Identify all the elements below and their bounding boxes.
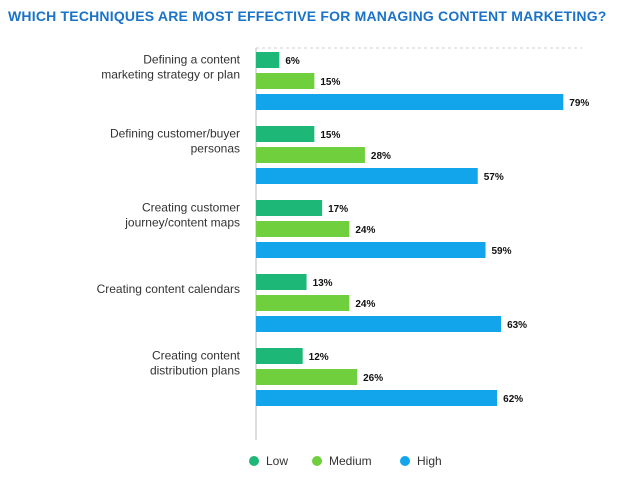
- category-label: marketing strategy or plan: [101, 68, 240, 82]
- chart-title: WHICH TECHNIQUES ARE MOST EFFECTIVE FOR …: [8, 8, 607, 24]
- value-label: 17%: [328, 204, 348, 215]
- bar-medium-1: [256, 147, 365, 163]
- value-label: 6%: [285, 56, 300, 67]
- category-label: personas: [191, 142, 240, 156]
- bar-low-2: [256, 200, 323, 216]
- value-label: 12%: [309, 352, 329, 363]
- value-label: 62%: [503, 394, 523, 405]
- category-label: Creating customer: [142, 201, 240, 215]
- bar-high-1: [256, 168, 478, 184]
- category-label: journey/content maps: [124, 216, 240, 230]
- bar-medium-0: [256, 73, 315, 89]
- value-label: 79%: [569, 98, 589, 109]
- bar-high-2: [256, 242, 486, 258]
- category-label: Defining customer/buyer: [110, 127, 240, 141]
- value-label: 28%: [371, 151, 391, 162]
- category-label: distribution plans: [150, 364, 240, 378]
- value-label: 57%: [484, 172, 504, 183]
- value-label: 63%: [507, 320, 527, 331]
- legend-marker-low: [249, 456, 259, 466]
- bar-low-1: [256, 126, 315, 142]
- legend-label-high: High: [417, 454, 442, 468]
- bar-low-3: [256, 274, 307, 290]
- value-label: 24%: [355, 225, 375, 236]
- value-label: 24%: [355, 299, 375, 310]
- value-label: 26%: [363, 373, 383, 384]
- category-label: Defining a content: [143, 53, 240, 67]
- bar-high-4: [256, 390, 498, 406]
- category-label: Creating content: [152, 349, 241, 363]
- category-label: Creating content calendars: [97, 282, 240, 296]
- value-label: 59%: [492, 246, 512, 257]
- legend-marker-medium: [312, 456, 322, 466]
- bar-medium-4: [256, 369, 358, 385]
- value-label: 15%: [320, 77, 340, 88]
- bar-medium-3: [256, 295, 350, 311]
- bar-low-4: [256, 348, 303, 364]
- value-label: 15%: [320, 130, 340, 141]
- legend-marker-high: [400, 456, 410, 466]
- bar-high-3: [256, 316, 502, 332]
- legend-label-low: Low: [266, 454, 288, 468]
- bar-low-0: [256, 52, 280, 68]
- bar-medium-2: [256, 221, 350, 237]
- bar-high-0: [256, 94, 564, 110]
- value-label: 13%: [313, 278, 333, 289]
- legend-label-medium: Medium: [329, 454, 372, 468]
